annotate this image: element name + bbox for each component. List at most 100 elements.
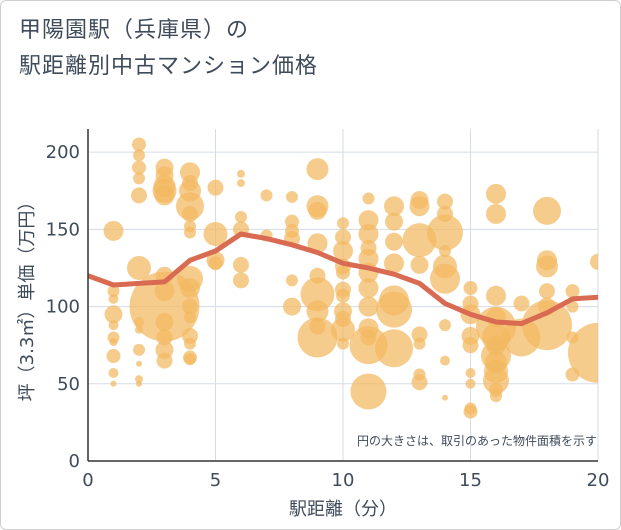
bubble-point — [336, 288, 350, 303]
y-axis-title: 坪（3.3㎡）単価（万円） — [16, 193, 38, 402]
bubble-point — [110, 380, 117, 387]
bubble-point — [108, 367, 119, 378]
bubble-point — [235, 211, 247, 224]
bubble-point — [439, 244, 451, 257]
bubble-point — [502, 318, 541, 357]
bubble-point — [285, 223, 299, 238]
bubble-point — [485, 351, 507, 374]
bubble-point — [358, 210, 379, 231]
bubble-point — [362, 192, 375, 205]
bubble-point — [133, 172, 145, 185]
bubble-point — [135, 325, 143, 334]
bubble-point — [439, 319, 451, 332]
bubble-point — [297, 317, 338, 358]
bubble-point — [464, 402, 477, 415]
x-tick-label: 10 — [332, 470, 355, 491]
x-tick-label: 15 — [459, 470, 482, 491]
y-tick-label: 100 — [46, 297, 80, 318]
bubble-point — [410, 255, 429, 274]
bubble-point — [333, 240, 353, 261]
bubble-point — [309, 267, 326, 284]
bubble-point — [300, 277, 335, 312]
bubble-point — [155, 166, 174, 185]
chart-title-line-1: 甲陽園駅（兵庫県）の — [19, 18, 250, 43]
bubble-point — [358, 296, 379, 317]
bubble-point — [358, 224, 379, 245]
bubble-point — [182, 298, 198, 315]
bubble-point — [306, 300, 329, 323]
bubble-point — [132, 160, 146, 175]
bubble-point — [154, 281, 175, 302]
bubble-point — [133, 149, 145, 162]
bubble-point — [104, 305, 123, 324]
bubble-point — [465, 367, 476, 378]
bubble-point — [154, 185, 175, 206]
x-tick-label: 5 — [210, 470, 221, 491]
bubble-point — [233, 256, 249, 273]
bubble-point — [375, 329, 413, 368]
bubble-point — [184, 337, 196, 350]
bubble-point — [107, 285, 120, 298]
bubble-point — [182, 205, 198, 222]
average-line-series — [88, 231, 598, 327]
bubble-point — [184, 311, 196, 324]
bubble-point — [462, 295, 479, 312]
bubble-point — [132, 137, 146, 152]
bubble-point — [203, 222, 228, 247]
bubble-point — [437, 205, 453, 222]
bubble-point — [136, 380, 142, 387]
bubble-point — [379, 285, 409, 316]
bubble-point — [486, 285, 506, 306]
bubble-point — [207, 179, 224, 196]
bubble-point — [108, 320, 119, 331]
bubble-point — [286, 274, 298, 287]
bubble-point — [134, 317, 144, 328]
y-tick-label: 200 — [46, 142, 80, 163]
bubble-point — [358, 278, 379, 299]
x-tick-label: 20 — [587, 470, 610, 491]
bubble-point — [590, 253, 598, 270]
y-tick-label: 0 — [69, 451, 80, 472]
bubble-point — [337, 337, 349, 350]
x-axis-title: 駅距離（分） — [289, 499, 397, 520]
bubble-point — [410, 191, 429, 210]
bubble-point — [490, 390, 502, 403]
bubble-point — [440, 355, 450, 366]
bubble-point — [335, 310, 351, 327]
bubble-point — [513, 295, 530, 312]
bubble-point — [180, 278, 200, 299]
bubble-point — [260, 189, 273, 202]
bubble-point — [108, 293, 119, 304]
bubble-point — [182, 175, 198, 192]
bubble-point — [286, 190, 298, 203]
bubble-point — [413, 368, 426, 381]
bubble-point — [184, 353, 196, 366]
bubble-point — [109, 338, 118, 347]
bubble-point — [135, 375, 143, 384]
bubble-point — [533, 196, 561, 225]
bubble-point — [307, 233, 328, 254]
bubble-point — [335, 229, 351, 246]
bubble-point — [486, 335, 506, 356]
bubble-point — [237, 179, 245, 188]
bubble-series — [103, 137, 598, 419]
bubble-point — [465, 378, 476, 389]
bubble-point — [155, 313, 174, 332]
bubble-point — [156, 329, 173, 346]
bubble-point — [237, 169, 245, 178]
axes — [87, 129, 598, 462]
bubble-point — [309, 318, 326, 335]
bubble-point — [337, 217, 349, 230]
bubble-point — [233, 272, 249, 289]
bubble-point — [127, 255, 151, 280]
bubble-point — [565, 367, 580, 382]
bubble-point — [402, 223, 437, 258]
bubble-point — [486, 183, 506, 204]
bubble-point — [283, 297, 301, 316]
y-tick-label: 150 — [46, 219, 80, 240]
x-tick-label: 0 — [82, 470, 93, 491]
bubble-point — [463, 281, 478, 296]
